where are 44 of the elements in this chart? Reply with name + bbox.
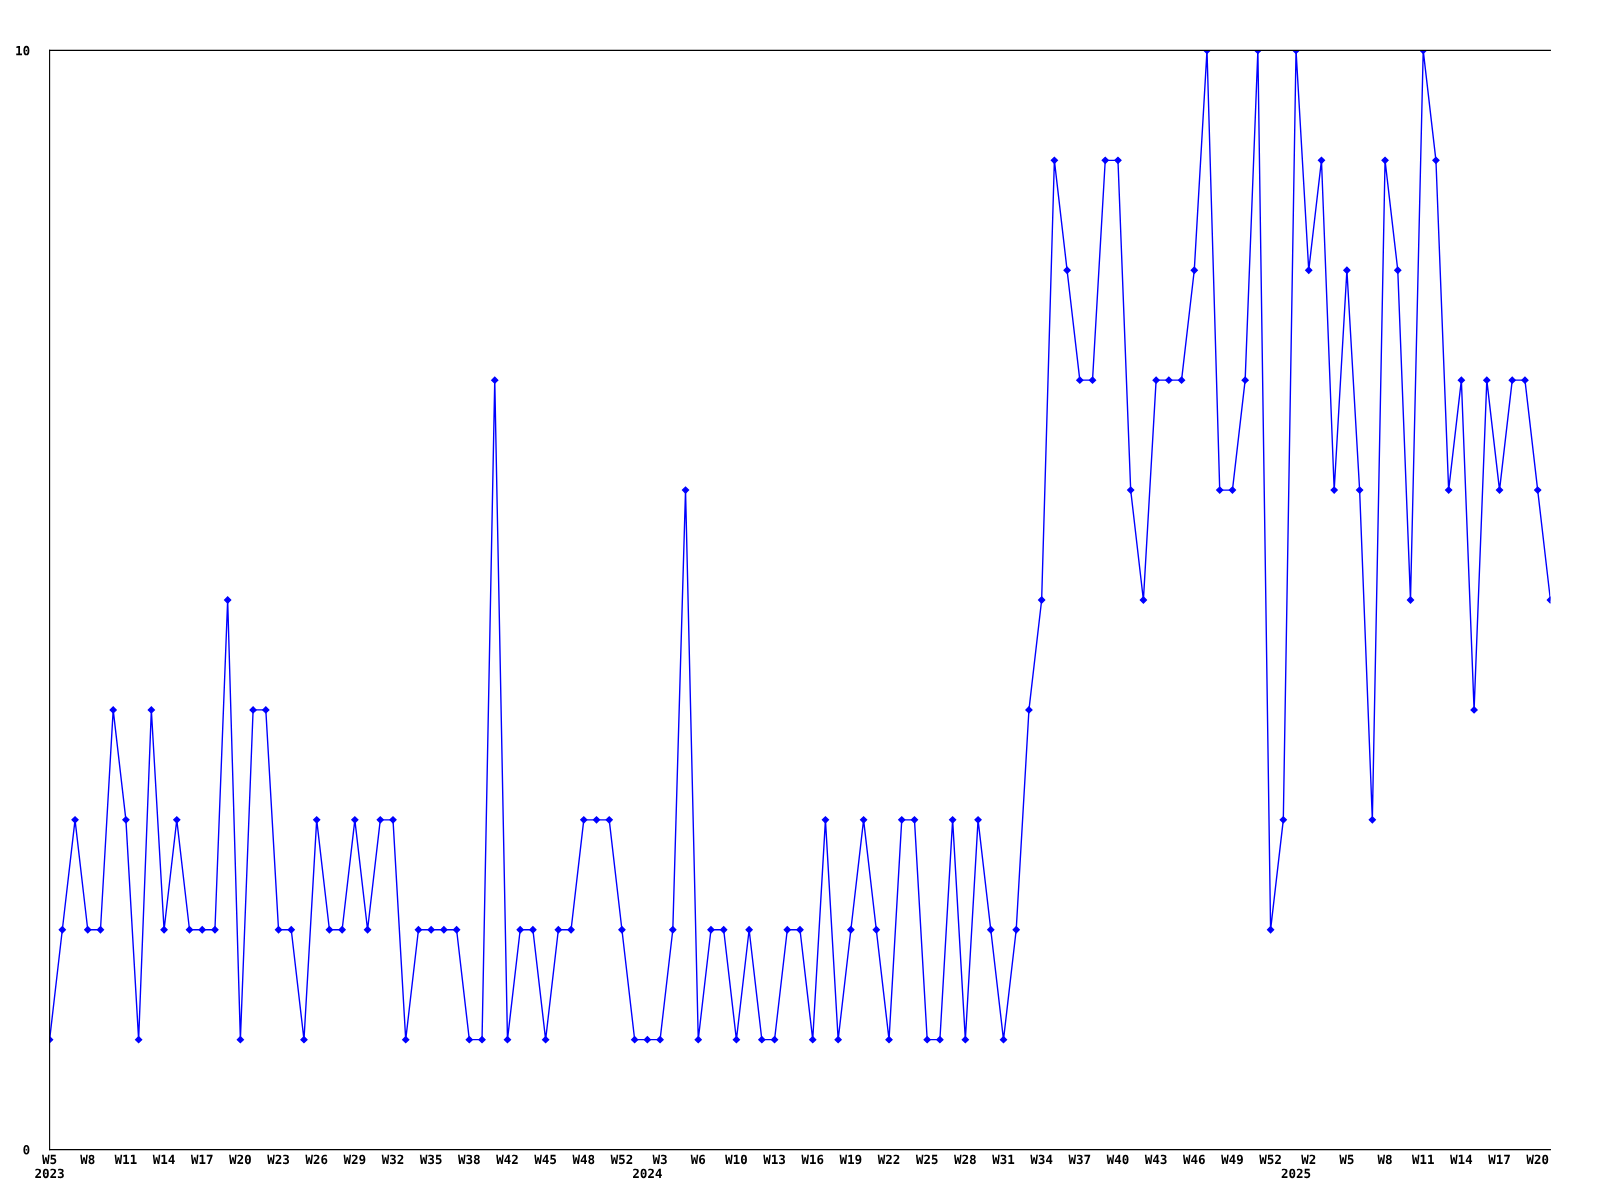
x-tick-label: W23: [267, 1154, 290, 1165]
x-tick-label: W52: [610, 1154, 633, 1165]
x-tick-label: W17: [190, 1154, 213, 1164]
x-tick-label: W37: [1068, 1154, 1091, 1165]
x-tick-label: W5 2023: [35, 1154, 64, 1179]
x-tick-label: W40: [1106, 1154, 1129, 1165]
x-tick-label: W6: [690, 1154, 706, 1165]
x-tick-label: W46: [1182, 1154, 1205, 1165]
x-tick-label: W49: [1221, 1154, 1243, 1165]
x-tick-label: 2024: [633, 1168, 662, 1179]
x-tick-label: W16: [801, 1154, 824, 1165]
x-tick-label: W43: [1144, 1154, 1167, 1165]
x-tick-label: W14: [1450, 1154, 1473, 1164]
x-tick-label: W11: [1411, 1154, 1434, 1164]
x-tick-label: W22: [877, 1154, 900, 1164]
x-tick-label: W13: [763, 1154, 786, 1165]
x-tick-label: W29: [343, 1154, 366, 1165]
x-tick-label: W14: [152, 1154, 175, 1164]
y-tick-label: 0: [23, 1145, 30, 1155]
x-tick-label: W42: [496, 1154, 518, 1164]
x-tick-label: W31: [992, 1154, 1015, 1165]
x-tick-label: W38: [458, 1154, 480, 1165]
x-tick-label: W32: [381, 1154, 404, 1165]
x-tick-label: W19: [839, 1154, 862, 1165]
x-tick-label: W10: [725, 1154, 747, 1165]
x-tick-label: W3: [652, 1154, 667, 1165]
x-tick-label: W20: [229, 1154, 251, 1165]
x-tick-label: 2025: [1281, 1168, 1311, 1179]
x-tick-label: W5: [1339, 1154, 1354, 1165]
x-tick-label: W2: [1301, 1154, 1316, 1164]
x-tick-label: W11: [114, 1154, 137, 1164]
x-tick-label: W45: [534, 1154, 557, 1165]
x-tick-label: W17: [1488, 1154, 1510, 1164]
x-tick-label: W28: [954, 1154, 976, 1165]
x-tick-label: W48: [572, 1154, 595, 1165]
x-tick-label: W8: [80, 1154, 95, 1165]
y-tick-label: 10: [16, 45, 30, 56]
x-tick-label: W52: [1259, 1154, 1281, 1165]
x-tick-label: W34: [1030, 1154, 1053, 1165]
x-tick-label: W20: [1526, 1154, 1549, 1165]
x-tick-label: W26: [305, 1154, 328, 1165]
x-tick-label: W8: [1377, 1154, 1392, 1165]
x-tick-label: W25: [915, 1154, 938, 1165]
x-tick-label: W35: [419, 1154, 442, 1165]
